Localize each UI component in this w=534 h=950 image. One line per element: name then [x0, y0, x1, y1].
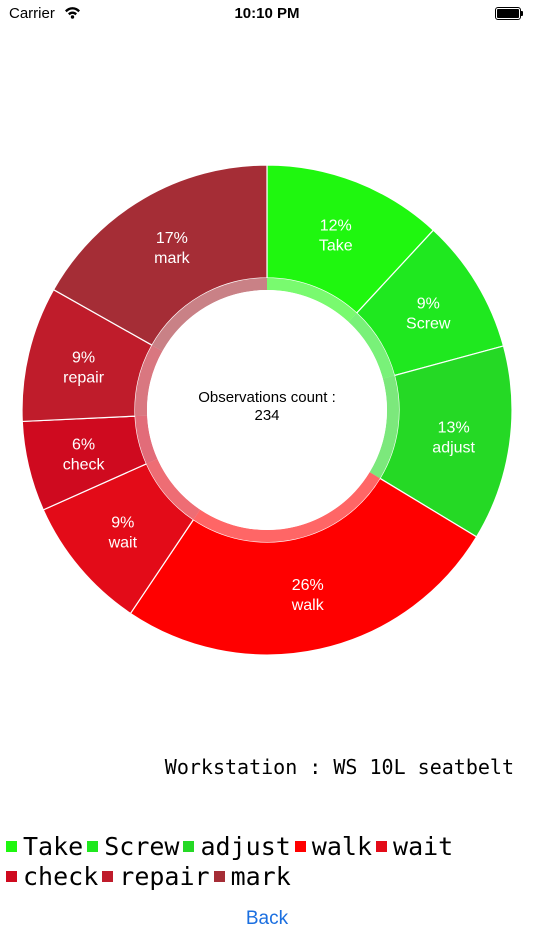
- legend-label: Take: [23, 832, 84, 861]
- slice-category-label: check: [63, 457, 106, 474]
- slice-percent-label: 12%: [320, 217, 352, 234]
- slice-inner-ring-mark: [152, 278, 267, 352]
- workstation-label: Workstation : WS 10L seatbelt: [164, 755, 514, 779]
- slice-category-label: Take: [319, 237, 353, 254]
- slice-inner-ring-wait: [146, 458, 201, 520]
- slice-percent-label: 9%: [72, 349, 95, 366]
- legend-item-take: Take: [6, 832, 83, 862]
- legend-swatch: [294, 841, 306, 852]
- wifi-icon: [64, 6, 81, 24]
- slice-inner-ring-check: [135, 415, 158, 464]
- legend-item-adjust: adjust: [183, 832, 291, 862]
- legend-label: repair: [119, 862, 210, 891]
- legend-swatch: [87, 841, 99, 852]
- slice-inner-ring-walk: [193, 472, 380, 542]
- battery-icon: [495, 7, 523, 20]
- slice-inner-ring-screw: [348, 313, 395, 379]
- status-time: 10:10 PM: [234, 5, 300, 22]
- slice-category-label: repair: [63, 369, 105, 386]
- legend-swatch: [6, 841, 17, 852]
- status-bar: Carrier 10:10 PM: [0, 0, 534, 30]
- carrier-label: Carrier: [9, 5, 55, 22]
- slice-category-label: adjust: [432, 439, 475, 456]
- legend-label: wait: [393, 832, 454, 861]
- slice-category-label: mark: [154, 250, 191, 267]
- legend-item-check: check: [6, 862, 98, 892]
- legend-swatch: [376, 841, 388, 852]
- legend-item-screw: Screw: [87, 832, 179, 862]
- chart-legend: Take Screw adjust walk wait check repair mark: [6, 832, 528, 892]
- legend-swatch: [6, 871, 17, 882]
- slice-inner-ring-take: [267, 278, 357, 322]
- legend-swatch: [183, 841, 195, 852]
- slice-percent-label: 13%: [438, 419, 470, 436]
- slice-category-label: Screw: [406, 315, 451, 332]
- slice-inner-ring-adjust: [369, 375, 399, 479]
- slice-percent-label: 17%: [156, 230, 188, 247]
- legend-label: check: [23, 862, 99, 891]
- legend-item-mark: mark: [213, 862, 291, 892]
- slice-percent-label: 26%: [292, 577, 324, 594]
- slice-category-label: wait: [108, 534, 138, 551]
- slice-percent-label: 9%: [417, 295, 440, 312]
- back-button[interactable]: Back: [245, 908, 289, 929]
- legend-label: mark: [230, 862, 291, 891]
- legend-swatch: [102, 871, 114, 882]
- donut-chart: 12% Take 9% Screw 13% adjust 26% walk 9% wait 6% ch…: [21, 164, 513, 656]
- legend-item-walk: walk: [294, 832, 373, 862]
- slice-inner-ring-repair: [135, 345, 163, 417]
- slice-percent-label: 6%: [72, 437, 95, 454]
- legend-label: Screw: [104, 832, 180, 861]
- center-title: Observations count :: [198, 389, 336, 406]
- legend-label: walk: [311, 832, 373, 861]
- slice-percent-label: 9%: [111, 514, 134, 531]
- legend-item-repair: repair: [102, 862, 210, 892]
- legend-swatch: [213, 871, 225, 882]
- legend-label: adjust: [200, 832, 291, 861]
- center-value: 234: [254, 407, 279, 424]
- legend-item-wait: wait: [376, 832, 453, 862]
- slice-category-label: walk: [291, 597, 325, 614]
